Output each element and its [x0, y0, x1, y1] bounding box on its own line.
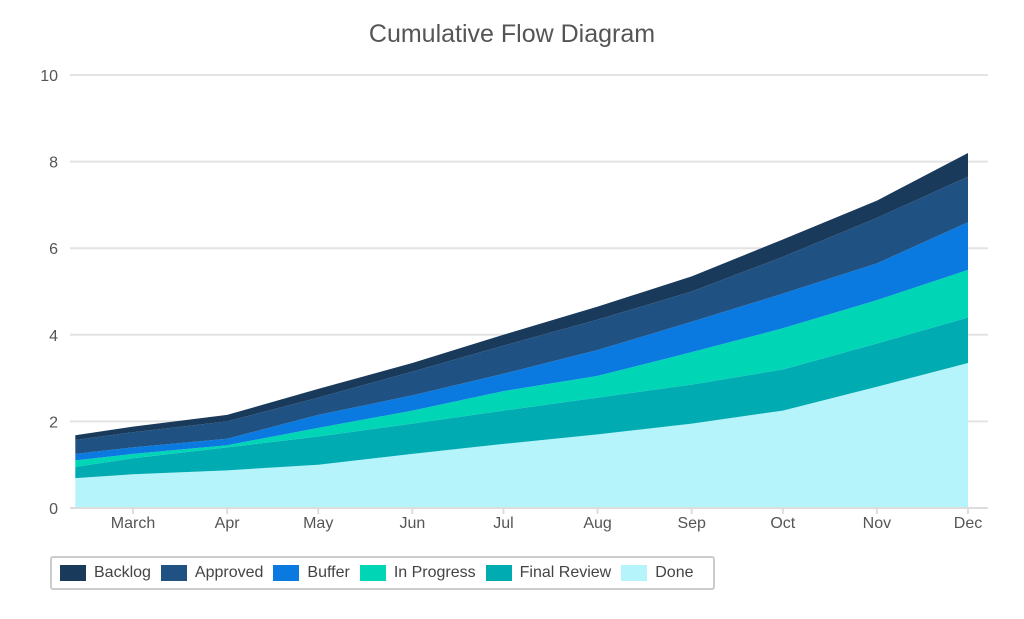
legend-label: Backlog [94, 564, 151, 581]
area-done [75, 362, 969, 508]
legend-swatch [160, 565, 187, 581]
y-tick-label: 8 [49, 155, 58, 172]
x-tick-label: Jun [399, 515, 425, 532]
x-tick-label: Nov [863, 515, 891, 532]
x-tick-label: Jul [493, 515, 513, 532]
legend-item-done[interactable]: Done [621, 564, 693, 582]
y-tick-label: 0 [49, 501, 58, 518]
legend-swatch [60, 565, 86, 581]
legend-item-buffer[interactable]: Buffer [273, 564, 350, 582]
legend-label: Approved [194, 564, 264, 581]
legend-swatch [621, 565, 648, 581]
legend-item-in-progress[interactable]: In Progress [359, 564, 476, 582]
x-tick-label: March [111, 515, 155, 532]
x-tick-label: Aug [583, 515, 611, 532]
y-tick-label: 6 [49, 241, 58, 258]
legend-label: Done [655, 564, 694, 581]
legend-label: In Progress [393, 564, 476, 581]
chart-title: Cumulative Flow Diagram [368, 20, 656, 48]
y-tick-label: 2 [49, 414, 58, 431]
x-tick-label: May [303, 515, 333, 532]
y-tick-label: 4 [49, 328, 58, 345]
x-tick-label: Sep [677, 515, 706, 532]
area-final-review [75, 317, 969, 479]
legend-item-final-review[interactable]: Final Review [485, 564, 612, 582]
y-tick-label: 10 [40, 68, 58, 85]
legend-swatch [273, 565, 300, 581]
legend: Backlog Approved Buffer In Progress Final Re… [50, 556, 716, 590]
legend-label: Buffer [307, 564, 350, 581]
x-tick-label: Dec [954, 515, 982, 532]
legend-swatch [359, 565, 386, 581]
x-tick-label: Apr [215, 515, 241, 532]
x-tick-label: Oct [770, 515, 795, 532]
legend-label: Final Review [519, 564, 612, 581]
legend-swatch [485, 565, 512, 581]
legend-item-approved[interactable]: Approved [160, 564, 264, 582]
legend-item-backlog[interactable]: Backlog [60, 564, 151, 582]
